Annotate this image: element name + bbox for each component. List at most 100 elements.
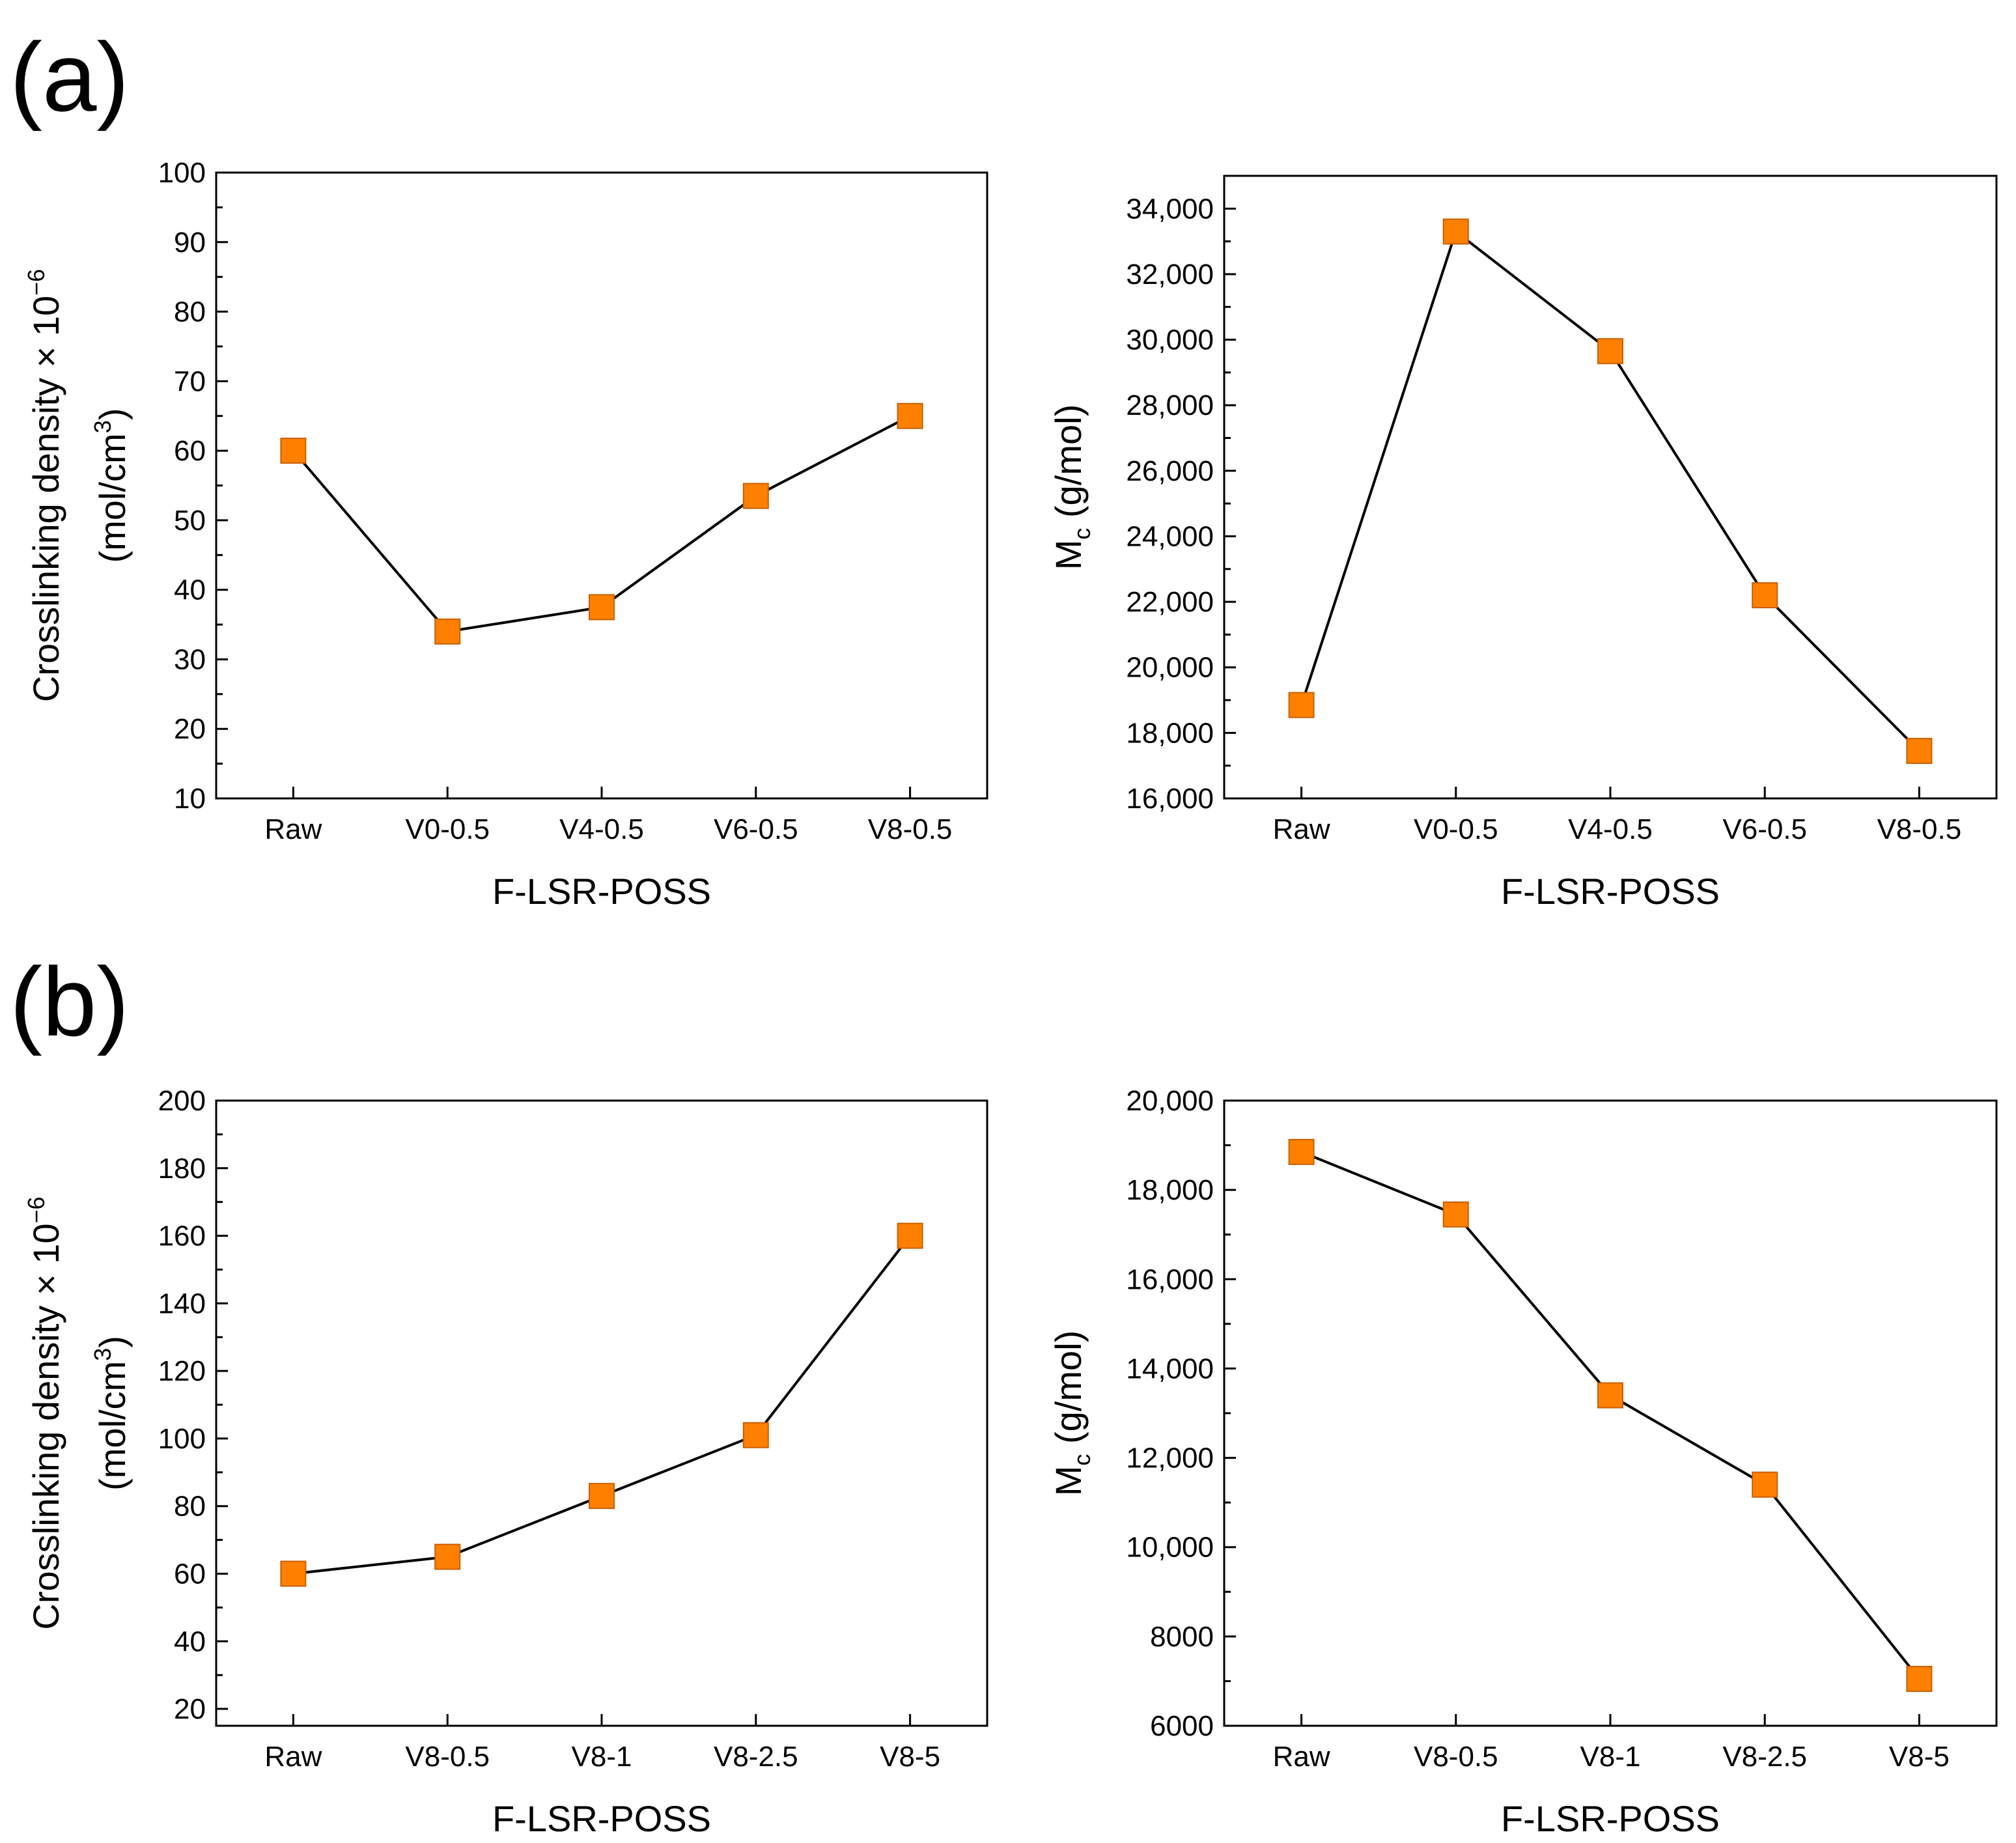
x-tick-label: V8-0.5 xyxy=(1877,813,1962,845)
y-axis-title: Mc (g/mol) xyxy=(1048,1330,1095,1496)
y-tick-label: 50 xyxy=(174,505,206,537)
y-axis-unit-text: (mol/cm xyxy=(92,433,133,563)
x-tick-label: V8-2.5 xyxy=(1722,1741,1807,1773)
y-axis-title: Crosslinking density × 10−6 xyxy=(23,269,66,702)
y-tick-label: 16,000 xyxy=(1126,783,1214,815)
series-line xyxy=(293,1235,912,1575)
x-tick-label: V8-1 xyxy=(572,1741,632,1773)
y-tick-label: 180 xyxy=(158,1153,206,1185)
data-point xyxy=(897,402,923,429)
y-tick-label: 100 xyxy=(158,157,206,189)
x-axis-title: F-LSR-POSS xyxy=(1501,871,1720,912)
data-point xyxy=(434,618,461,645)
y-axis-title: Crosslinking density × 10−6 xyxy=(23,1196,66,1629)
data-point xyxy=(1752,582,1778,609)
y-tick-label: 200 xyxy=(158,1085,206,1117)
y-tick-label: 20,000 xyxy=(1126,652,1214,684)
x-tick-label: Raw xyxy=(264,813,322,845)
data-point xyxy=(1752,1471,1778,1498)
y-axis-unit-close: ) xyxy=(92,1336,133,1348)
y-tick-label: 40 xyxy=(174,1625,206,1657)
data-point xyxy=(1906,1666,1933,1692)
y-axis-title-subscript: c xyxy=(1069,528,1095,540)
x-tick-label: Raw xyxy=(1273,1741,1330,1773)
y-tick-label: 6000 xyxy=(1150,1710,1214,1742)
y-axis-title-unit: (g/mol) xyxy=(1048,404,1089,528)
data-point xyxy=(897,1222,923,1249)
data-point xyxy=(1906,738,1933,765)
data-point xyxy=(1442,218,1469,245)
x-tick-label: Raw xyxy=(264,1741,322,1773)
y-tick-label: 60 xyxy=(174,435,206,467)
y-tick-label: 24,000 xyxy=(1126,520,1214,552)
panel-label-a: (a) xyxy=(10,22,129,132)
x-tick-label: V8-0.5 xyxy=(405,1741,490,1773)
y-axis-unit-exponent: 3 xyxy=(89,1348,116,1361)
y-tick-label: 28,000 xyxy=(1126,389,1214,421)
data-point xyxy=(1442,1201,1469,1228)
y-tick-label: 30 xyxy=(174,643,206,675)
y-tick-label: 60 xyxy=(174,1558,206,1590)
y-tick-label: 80 xyxy=(174,296,206,328)
y-tick-label: 26,000 xyxy=(1126,455,1214,487)
x-tick-label: V8-1 xyxy=(1580,1741,1641,1773)
x-tick-label: V6-0.5 xyxy=(714,813,798,845)
data-point xyxy=(434,1543,461,1570)
y-tick-label: 40 xyxy=(174,574,206,606)
chart-b-mc: 6000 8000 10,000 12,000 14,000 16,000 18,000 20… xyxy=(1048,1085,1998,1839)
x-tick-label: V4-0.5 xyxy=(1568,813,1653,845)
x-tick-label: Raw xyxy=(1273,813,1330,845)
y-tick-label: 70 xyxy=(174,365,206,397)
y-axis-title-text: Crosslinking density × 10 xyxy=(25,1223,66,1629)
y-tick-label: 120 xyxy=(158,1355,206,1387)
y-axis-title-subscript: c xyxy=(1069,1454,1095,1466)
x-tick-label: V0-0.5 xyxy=(1414,813,1498,845)
y-tick-label: 160 xyxy=(158,1220,206,1252)
data-point xyxy=(280,1560,307,1587)
y-tick-label: 10 xyxy=(174,783,206,815)
y-axis-unit: (mol/cm3) xyxy=(89,1336,133,1491)
chart-a-crosslinking-density: 10 20 30 40 50 60 70 80 90 100 Raw V0-0.5 V4-0.5 V6-0… xyxy=(23,157,988,912)
y-tick-label: 30,000 xyxy=(1126,324,1214,356)
y-axis-title-main: M xyxy=(1048,1466,1089,1497)
y-axis-title-main: M xyxy=(1048,540,1089,570)
x-tick-label: V4-0.5 xyxy=(559,813,644,845)
y-tick-label: 12,000 xyxy=(1126,1442,1214,1474)
y-tick-label: 16,000 xyxy=(1126,1263,1214,1295)
y-tick-label: 22,000 xyxy=(1126,586,1214,618)
y-tick-label: 100 xyxy=(158,1423,206,1455)
x-tick-label: V8-0.5 xyxy=(1414,1741,1498,1773)
y-tick-label: 18,000 xyxy=(1126,1174,1214,1206)
y-tick-label: 20 xyxy=(174,1693,206,1725)
y-tick-label: 90 xyxy=(174,227,206,259)
y-axis-unit-exponent: 3 xyxy=(89,420,116,433)
x-axis-title: F-LSR-POSS xyxy=(1501,1798,1720,1839)
x-tick-label: V0-0.5 xyxy=(405,813,490,845)
panel-label-b: (b) xyxy=(10,947,129,1056)
plot-frame xyxy=(215,171,988,800)
data-point xyxy=(1597,338,1623,365)
y-tick-label: 80 xyxy=(174,1491,206,1523)
y-tick-label: 20,000 xyxy=(1126,1085,1214,1117)
x-tick-label: V8-5 xyxy=(1889,1741,1950,1773)
series-line xyxy=(1300,229,1920,752)
x-tick-label: V8-5 xyxy=(880,1741,940,1773)
x-axis-title: F-LSR-POSS xyxy=(492,871,711,912)
y-tick-label: 32,000 xyxy=(1126,259,1214,290)
data-point xyxy=(589,1483,615,1510)
y-axis-title-exponent: −6 xyxy=(23,1196,49,1223)
x-axis-title: F-LSR-POSS xyxy=(492,1798,711,1839)
data-point xyxy=(742,483,769,509)
series-line xyxy=(1300,1151,1920,1680)
y-tick-label: 34,000 xyxy=(1126,193,1214,225)
y-axis-title: Mc (g/mol) xyxy=(1048,404,1095,570)
plot-frame xyxy=(215,1099,988,1727)
data-point xyxy=(742,1422,769,1448)
y-tick-label: 20 xyxy=(174,713,206,745)
data-point xyxy=(589,594,615,621)
data-point xyxy=(1288,1138,1315,1165)
y-axis-title-exponent: −6 xyxy=(23,269,49,296)
y-axis-unit-text: (mol/cm xyxy=(92,1361,133,1491)
y-axis-unit-close: ) xyxy=(92,408,133,421)
